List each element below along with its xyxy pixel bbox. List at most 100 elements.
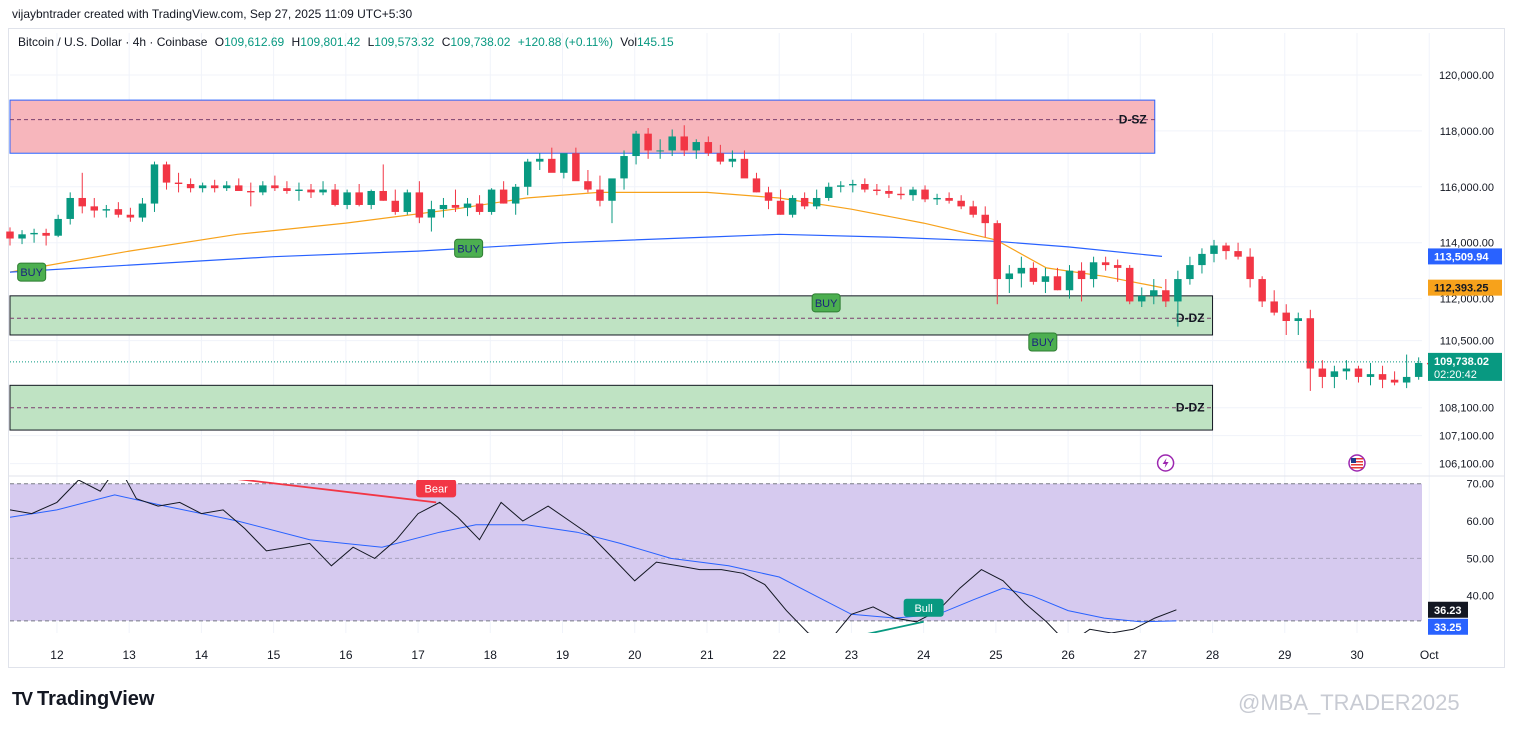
rsi-axis-tick: 60.00 <box>1466 516 1494 528</box>
rsi-ma-tag-bg <box>1428 618 1468 635</box>
candle-body <box>909 189 917 196</box>
candle-body <box>102 209 111 211</box>
candle-body <box>957 200 965 207</box>
candle-body <box>897 193 905 196</box>
candle-body <box>331 189 339 205</box>
price-axis-tick: 110,500.00 <box>1440 336 1494 348</box>
last-price-tag-bg <box>1428 352 1502 381</box>
price-axis-tick: 107,100.00 <box>1439 431 1494 443</box>
candle-body <box>439 204 448 210</box>
candle-body <box>1113 265 1122 268</box>
candle-body <box>1282 312 1290 322</box>
divergence-label-0: Bear <box>425 483 449 495</box>
rsi-plot: Bear Bull <box>10 480 1177 633</box>
time-axis-tick: 18 <box>484 648 498 662</box>
candle-body <box>764 192 773 201</box>
candle-body <box>1017 267 1026 274</box>
divergence-badge-1 <box>903 598 944 617</box>
tradingview-logo-icon: TV <box>12 689 33 709</box>
time-axis-tick: 14 <box>195 648 209 662</box>
candle-body <box>1174 279 1182 302</box>
price-axis-tick: 118,000.00 <box>1440 126 1494 138</box>
zone-label-2: D-DZ <box>1176 401 1205 415</box>
time-axis-tick: 28 <box>1206 648 1220 662</box>
candle-body <box>1294 318 1303 322</box>
candle-body <box>969 206 977 215</box>
candle-body <box>210 185 219 189</box>
ohlc-low: 109,573.32 <box>374 35 435 49</box>
candle-body <box>933 197 941 200</box>
ma-line-ma_fast <box>9 191 1163 289</box>
candle-body <box>235 185 243 191</box>
candle-body <box>1089 262 1098 280</box>
candle-body <box>78 197 86 207</box>
time-axis-tick: 22 <box>773 648 787 662</box>
candle-body <box>1402 376 1411 383</box>
price-axis-tick: 116,000.00 <box>1440 182 1494 194</box>
candle-body <box>1198 253 1206 266</box>
zone-supply-0 <box>9 99 1156 154</box>
tradingview-logo[interactable]: TV TradingView <box>12 688 154 711</box>
candle-body <box>126 214 135 218</box>
rsi-ma-line <box>10 494 1177 623</box>
candle-body <box>752 178 761 193</box>
candle-body <box>656 150 664 152</box>
candle-body <box>1378 374 1387 380</box>
candle-body <box>1270 301 1278 313</box>
candle-body <box>608 178 616 201</box>
candle-body <box>620 156 628 179</box>
candle-body <box>945 197 953 201</box>
candle-body <box>921 189 929 200</box>
divergence-line-0 <box>237 480 437 504</box>
candle-body <box>30 232 38 235</box>
candle-body <box>596 189 604 201</box>
candle-body <box>1125 267 1134 302</box>
candle-body <box>66 197 74 219</box>
candle-body <box>668 136 676 151</box>
candle-body <box>824 186 833 198</box>
price-tag-ma_fast: 112,393.25 <box>1434 283 1488 295</box>
buy-signal-label-2: BUY <box>815 298 838 310</box>
candle-body <box>1306 318 1315 369</box>
ohlc-close: 109,738.02 <box>450 35 511 49</box>
candle-body <box>6 231 14 239</box>
divergence-label-1: Bull <box>914 603 932 615</box>
time-axis-tick: 20 <box>628 648 642 662</box>
candle-body <box>1041 276 1050 282</box>
price-axis-tick: 112,000.00 <box>1440 294 1494 306</box>
candle-body <box>1246 256 1254 280</box>
candle-body <box>885 190 893 194</box>
price-axis-tick: 106,100.00 <box>1439 459 1494 471</box>
buy-signal-1 <box>454 238 484 258</box>
candle-body <box>391 200 400 212</box>
candle-body <box>475 203 484 212</box>
candle-body <box>150 164 159 204</box>
candle-body <box>54 218 62 236</box>
flag-stripe-icon <box>1350 464 1363 466</box>
divergence-badge-0 <box>416 480 457 498</box>
candle-body <box>632 133 640 157</box>
candle-body <box>487 189 496 212</box>
candle-body <box>295 189 303 191</box>
candle-body <box>1354 368 1363 377</box>
bar-countdown: 02:20:42 <box>1434 369 1477 381</box>
candle-body <box>222 185 231 189</box>
symbol-title[interactable]: Bitcoin / U.S. Dollar · 4h · Coinbase <box>18 35 208 49</box>
candle-body <box>247 190 255 193</box>
zone-label-0: D-SZ <box>1119 113 1147 127</box>
candle-body <box>162 164 171 183</box>
price-tag-ma_slow: 113,509.94 <box>1434 251 1489 263</box>
candle-body <box>740 158 749 179</box>
candle-body <box>271 185 279 189</box>
candle-body <box>1162 290 1170 302</box>
zone-label-1: D-DZ <box>1176 311 1205 325</box>
time-axis-tick: 29 <box>1278 648 1292 662</box>
flag-stripe-icon <box>1350 467 1363 469</box>
rsi-line <box>10 480 1177 633</box>
ohlc-change: +120.88 (+0.11%) <box>517 35 613 49</box>
candle-body <box>174 182 183 184</box>
candle-body <box>837 185 845 187</box>
tradingview-logo-text: TradingView <box>37 688 155 710</box>
candle-body <box>379 190 387 201</box>
